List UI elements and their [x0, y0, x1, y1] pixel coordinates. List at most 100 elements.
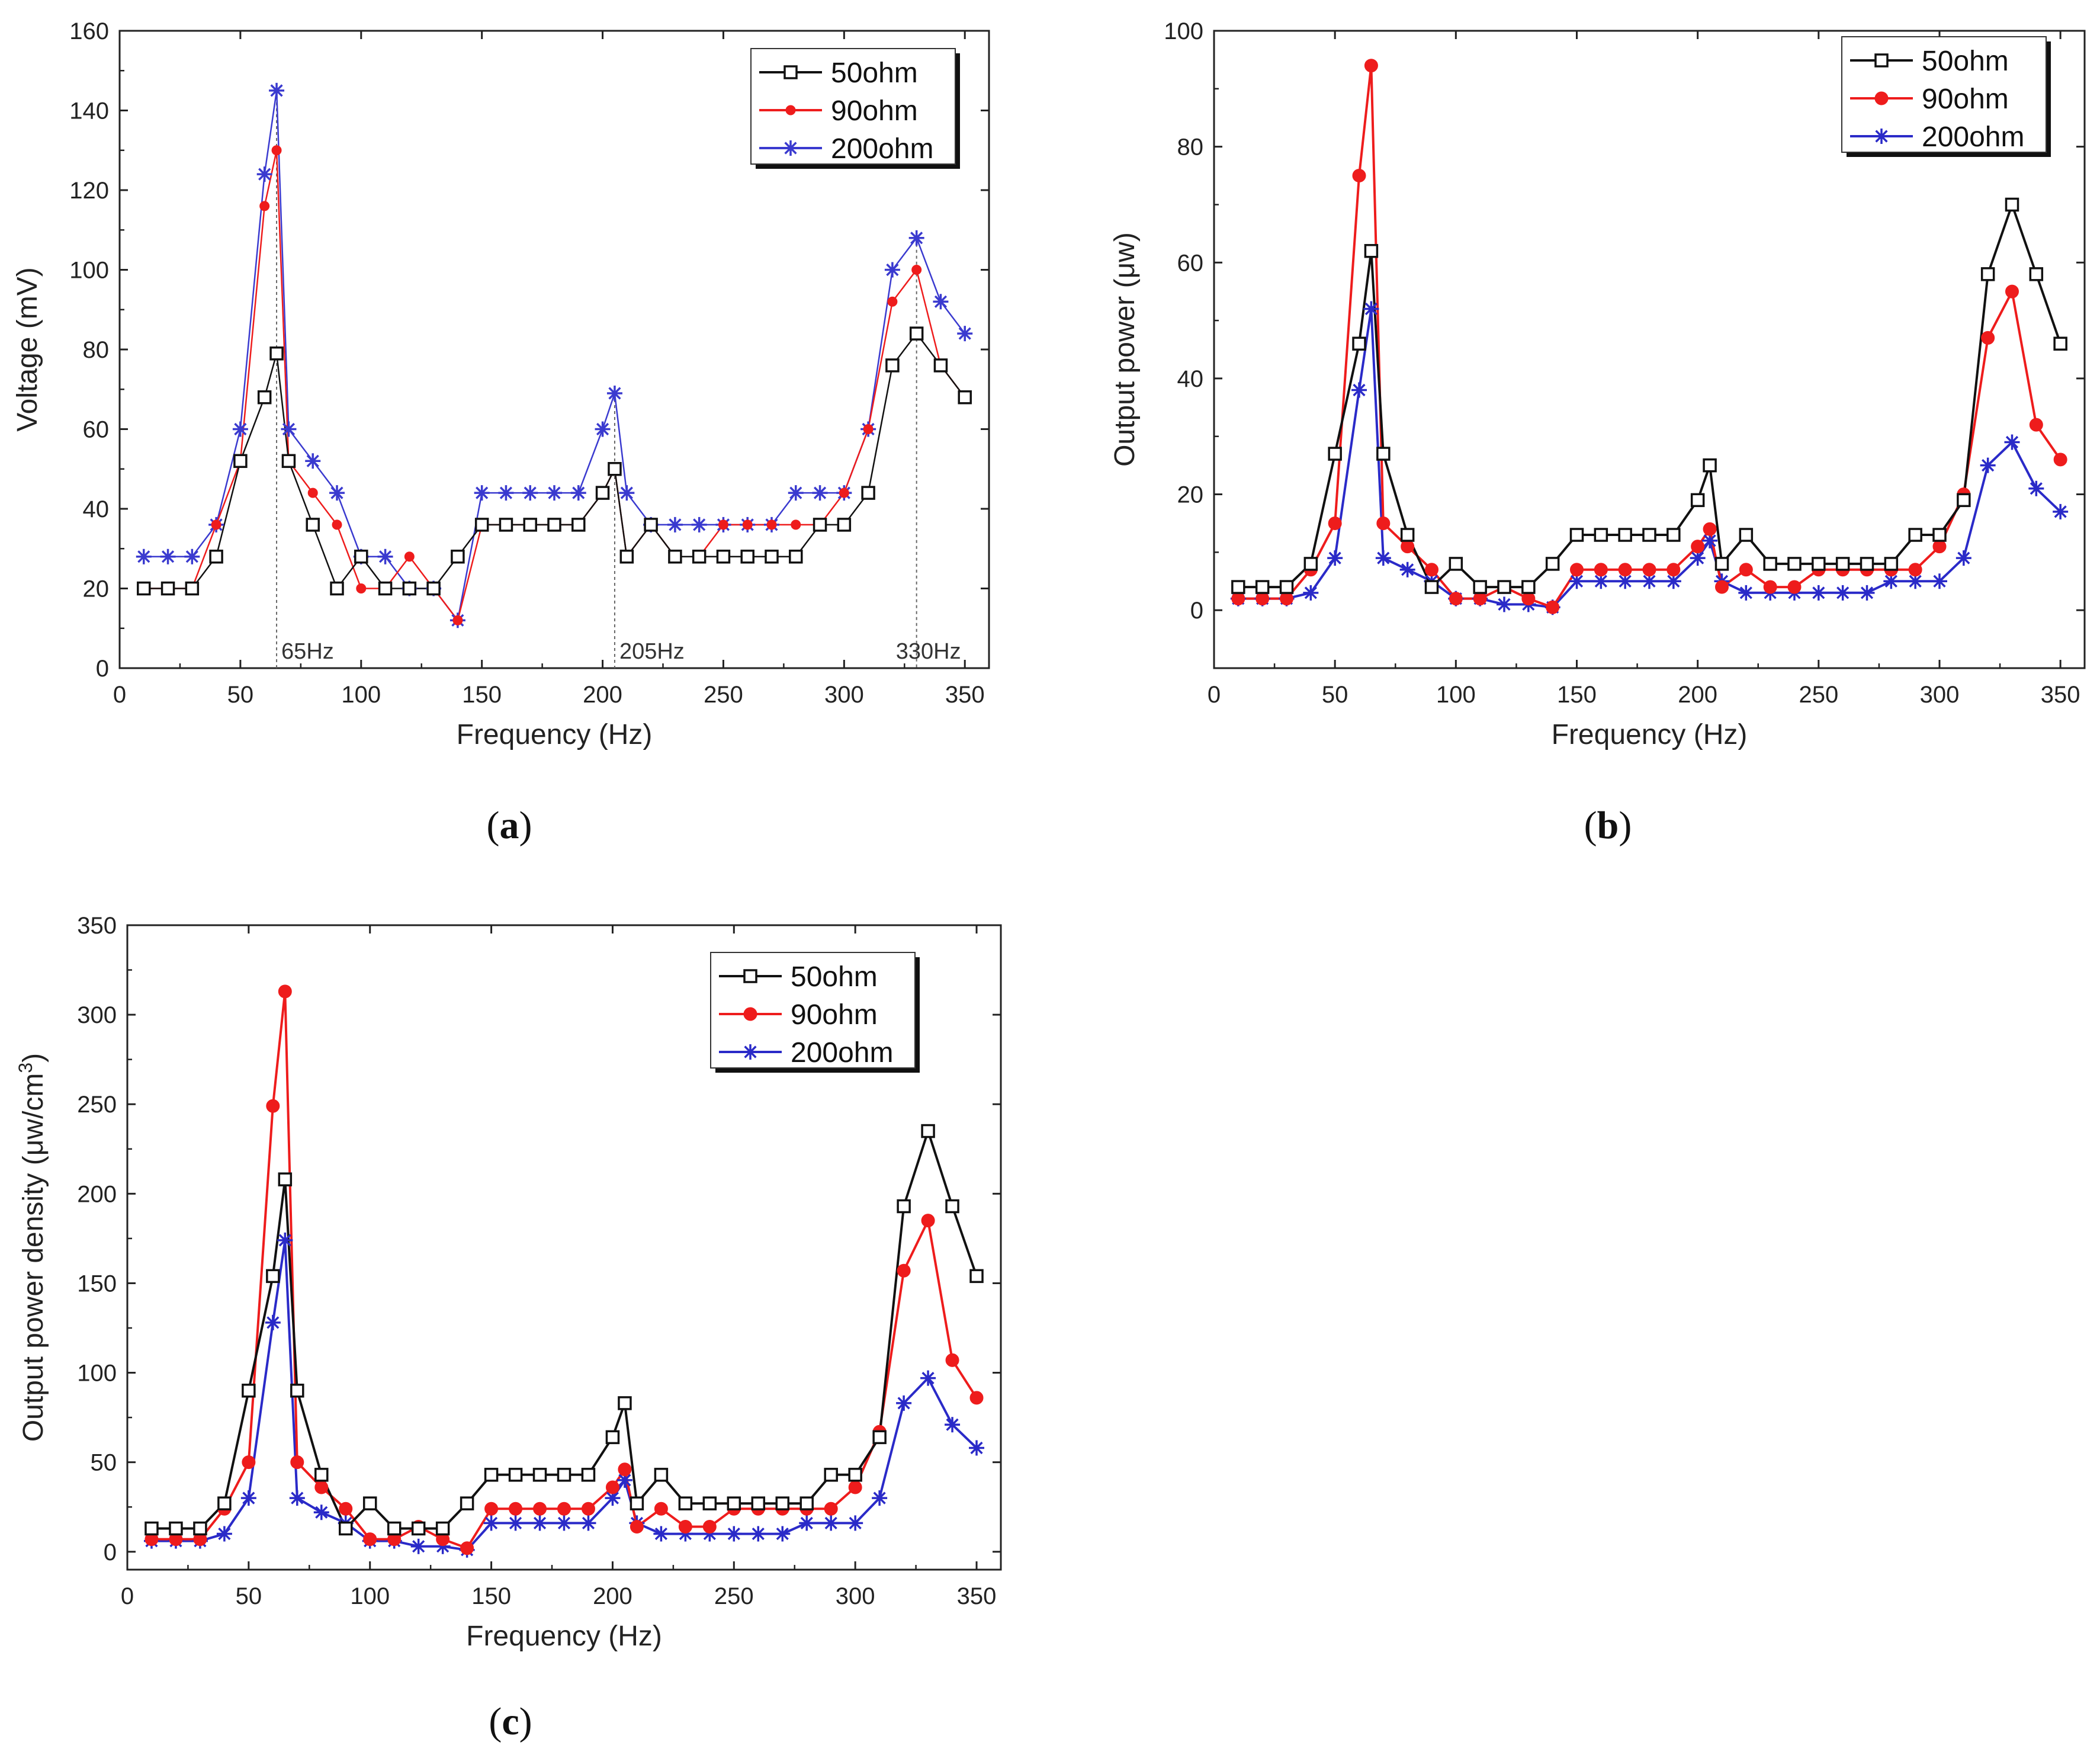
- point-50ohm: [1957, 493, 1971, 508]
- caption-close: ): [519, 804, 532, 847]
- legend-label-90ohm: 90ohm: [791, 999, 878, 1031]
- point-200ohm: [2053, 503, 2069, 519]
- point-50ohm: [909, 326, 924, 341]
- point-200ohm: [1327, 550, 1343, 566]
- point-200ohm: [1835, 585, 1851, 601]
- point-50ohm: [1255, 580, 1270, 594]
- point-90ohm: [557, 1502, 571, 1516]
- point-90ohm: [271, 145, 282, 156]
- point-200ohm: [2004, 434, 2020, 450]
- point-50ohm: [945, 1199, 959, 1214]
- y-axis-title-sup: 3: [15, 1063, 36, 1073]
- point-90ohm: [2029, 418, 2043, 432]
- point-50ohm: [2029, 267, 2044, 281]
- caption-close: ): [519, 1700, 532, 1743]
- point-90ohm: [1763, 580, 1777, 594]
- point-50ohm: [233, 454, 248, 469]
- point-90ohm: [945, 1353, 959, 1367]
- point-90ohm: [791, 519, 801, 530]
- point-50ohm: [848, 1468, 862, 1482]
- point-50ohm: [716, 549, 731, 564]
- point-200ohm: [619, 485, 635, 501]
- y-tick-label: 60: [83, 417, 110, 443]
- y-tick-label: 80: [83, 337, 110, 363]
- caption-open: (: [489, 1700, 502, 1743]
- legend-label-200ohm: 200ohm: [791, 1037, 893, 1069]
- point-50ohm: [824, 1468, 838, 1482]
- point-50ohm: [1279, 580, 1294, 594]
- point-90ohm: [1546, 600, 1560, 614]
- point-50ohm: [740, 549, 754, 564]
- point-90ohm: [307, 487, 318, 498]
- point-90ohm: [484, 1502, 499, 1516]
- point-50ohm: [290, 1384, 304, 1398]
- point-50ohm: [702, 1496, 717, 1510]
- x-tick-label: 250: [704, 682, 743, 708]
- point-50ohm: [281, 454, 296, 469]
- point-90ohm: [630, 1519, 644, 1534]
- point-90ohm: [1908, 563, 1922, 577]
- point-50ohm: [581, 1468, 596, 1482]
- point-50ohm: [605, 1430, 620, 1445]
- point-50ohm: [378, 581, 393, 596]
- x-axis-title: Frequency (Hz): [466, 1621, 662, 1652]
- y-tick-label: 20: [1177, 482, 1204, 508]
- y-tick-label: 20: [83, 576, 110, 602]
- x-tick-label: 0: [1208, 682, 1221, 708]
- caption-open: (: [1584, 804, 1597, 847]
- point-50ohm: [608, 462, 622, 476]
- point-90ohm: [332, 519, 342, 530]
- point-90ohm: [1328, 516, 1342, 530]
- point-50ohm: [435, 1521, 450, 1536]
- point-50ohm: [958, 390, 972, 405]
- point-50ohm: [1642, 528, 1656, 542]
- point-200ohm: [377, 548, 393, 564]
- point-200ohm: [269, 82, 285, 98]
- panel-caption: (c): [489, 1700, 532, 1743]
- y-axis-title: Output power density (μw/cm3): [15, 1053, 49, 1442]
- point-50ohm: [209, 549, 223, 564]
- point-50ohm: [314, 1468, 329, 1482]
- point-50ohm: [169, 1521, 183, 1536]
- point-50ohm: [1497, 580, 1511, 594]
- point-90ohm: [533, 1502, 547, 1516]
- point-50ohm: [1835, 557, 1850, 571]
- point-50ohm: [402, 581, 417, 596]
- point-200ohm: [812, 485, 828, 501]
- point-200ohm: [329, 485, 345, 501]
- y-tick-label: 60: [1177, 250, 1204, 276]
- point-90ohm: [1449, 592, 1463, 606]
- point-200ohm: [606, 385, 622, 401]
- point-50ohm: [654, 1468, 669, 1482]
- point-50ohm: [1424, 580, 1439, 594]
- point-50ohm: [595, 486, 610, 500]
- point-200ohm: [788, 485, 804, 501]
- point-90ohm: [266, 1099, 280, 1113]
- y-tick-label: 250: [77, 1092, 117, 1118]
- point-200ohm: [1351, 382, 1367, 398]
- point-90ohm: [1739, 563, 1753, 577]
- point-90ohm: [1401, 540, 1415, 554]
- point-200ohm: [547, 485, 562, 501]
- point-50ohm: [426, 581, 441, 596]
- legend-marker-200ohm: [1874, 129, 1889, 144]
- point-90ohm: [911, 265, 922, 275]
- point-50ohm: [354, 549, 368, 564]
- point-90ohm: [1231, 592, 1245, 606]
- point-50ohm: [499, 518, 513, 532]
- point-200ohm: [1399, 562, 1415, 578]
- x-tick-label: 100: [1436, 682, 1476, 708]
- point-90ohm: [1364, 59, 1378, 73]
- point-50ohm: [508, 1468, 523, 1482]
- x-tick-label: 100: [341, 682, 381, 708]
- point-200ohm: [702, 1526, 718, 1542]
- point-90ohm: [278, 984, 292, 999]
- point-50ohm: [1703, 458, 1717, 473]
- point-50ohm: [1545, 557, 1560, 571]
- point-200ohm: [1593, 573, 1609, 589]
- point-50ohm: [1787, 557, 1802, 571]
- point-50ohm: [885, 358, 900, 373]
- panel-caption: (b): [1584, 804, 1632, 847]
- point-200ohm: [305, 453, 321, 469]
